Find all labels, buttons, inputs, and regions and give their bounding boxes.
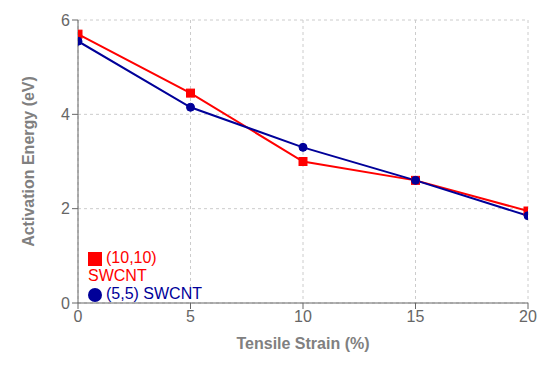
svg-text:10: 10 [294, 308, 312, 325]
svg-text:Activation Energy (eV): Activation Energy (eV) [20, 76, 37, 247]
svg-text:2: 2 [61, 200, 70, 217]
svg-text:5: 5 [186, 308, 195, 325]
html-text:(10,10) SWCNT: (10,10) SWCNT [88, 249, 157, 284]
html-text:(5,5) SWCNT: (5,5) SWCNT [106, 285, 202, 302]
svg-text:4: 4 [61, 106, 70, 123]
svg-text:Tensile Strain (%): Tensile Strain (%) [236, 335, 369, 352]
svg-text:15: 15 [407, 308, 425, 325]
svg-text:6: 6 [61, 12, 70, 29]
svg-text:0: 0 [61, 295, 70, 312]
svg-text:0: 0 [74, 308, 83, 325]
svg-text:20: 20 [519, 308, 537, 325]
